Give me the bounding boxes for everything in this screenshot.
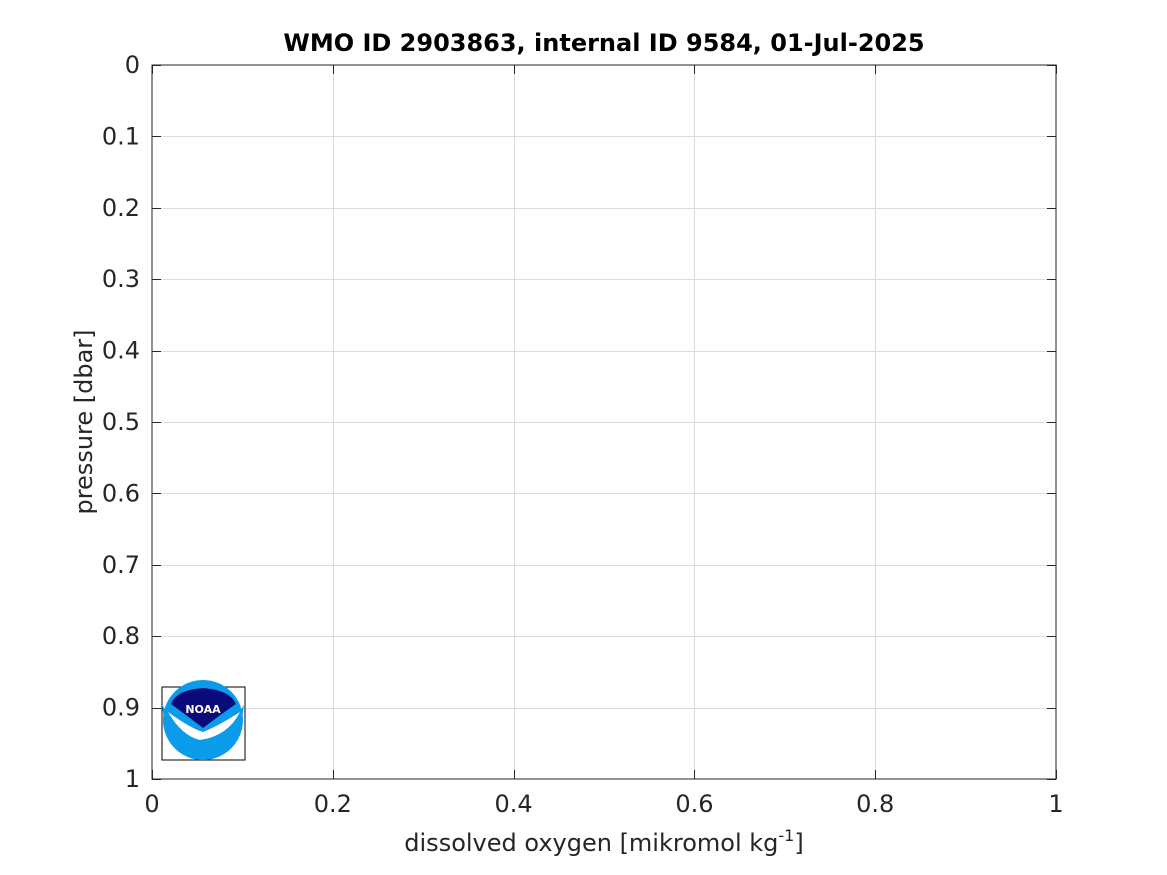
plot-area: [151, 64, 1057, 780]
y-tick-label: 0.5: [102, 408, 140, 436]
y-tick-label: 0.2: [102, 194, 140, 222]
x-axis-label-suffix: ]: [794, 829, 803, 857]
x-tick-label: 0.6: [675, 790, 713, 818]
y-tick-label: 0.4: [102, 337, 140, 365]
tick-marks: [152, 65, 1057, 780]
y-tick-label: 0.3: [102, 265, 140, 293]
noaa-logo: NOAA: [161, 680, 246, 761]
x-axis-label: dissolved oxygen [mikromol kg-1]: [404, 826, 803, 857]
y-tick-labels: 0 0.1 0.2 0.3 0.4 0.5 0.6 0.7 0.8 0.9 1: [102, 51, 140, 793]
y-tick-label: 1: [125, 765, 140, 793]
x-axis-label-superscript: -1: [778, 826, 794, 845]
noaa-logo-dark-blue-upper: [171, 688, 236, 728]
noaa-logo-text: NOAA: [185, 703, 221, 716]
x-tick-label: 0: [144, 790, 159, 818]
chart-title: WMO ID 2903863, internal ID 9584, 01-Jul…: [283, 29, 924, 57]
x-tick-label: 0.8: [856, 790, 894, 818]
x-tick-label: 0.2: [314, 790, 352, 818]
x-tick-labels: 0 0.2 0.4 0.6 0.8 1: [144, 790, 1063, 818]
y-tick-label: 0.7: [102, 551, 140, 579]
x-tick-label: 0.4: [495, 790, 533, 818]
noaa-logo-white-gull: [168, 712, 240, 740]
y-tick-label: 0.9: [102, 694, 140, 722]
x-axis-label-main: dissolved oxygen [mikromol kg: [404, 829, 778, 857]
y-axis-label: pressure [dbar]: [70, 329, 98, 514]
y-tick-label: 0.8: [102, 622, 140, 650]
grid-lines: [152, 65, 1056, 779]
x-tick-label: 1: [1048, 790, 1063, 818]
y-tick-label: 0.6: [102, 479, 140, 507]
y-tick-label: 0.1: [102, 122, 140, 150]
y-tick-label: 0: [125, 51, 140, 79]
